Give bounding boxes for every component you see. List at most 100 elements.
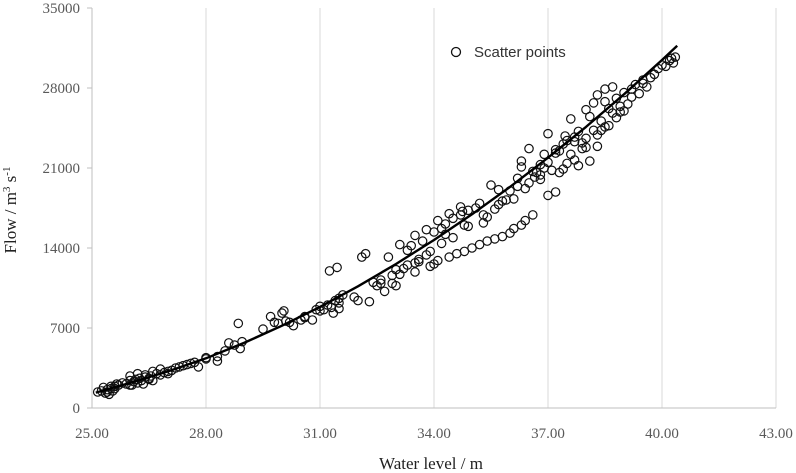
x-tick-label: 34.00 bbox=[417, 426, 451, 442]
scatter-point bbox=[332, 262, 342, 273]
scatter-point bbox=[189, 357, 200, 368]
x-tick-label: 40.00 bbox=[645, 426, 679, 442]
y-tick-label: 35000 bbox=[43, 1, 81, 17]
scatter-point bbox=[501, 195, 511, 205]
scatter-point bbox=[432, 215, 443, 226]
scatter-point bbox=[520, 215, 530, 226]
scatter-point bbox=[364, 296, 375, 307]
y-axis-title-main: Flow / m bbox=[1, 192, 20, 253]
scatter-point bbox=[569, 132, 580, 142]
scatter-point bbox=[444, 252, 454, 262]
legend-label: Scatter points bbox=[474, 44, 566, 61]
scatter-point bbox=[391, 264, 401, 275]
scatter-point bbox=[527, 210, 538, 220]
scatter-point bbox=[375, 278, 386, 289]
scatter-point bbox=[337, 290, 348, 300]
scatter-point bbox=[132, 368, 143, 379]
scatter-point bbox=[478, 210, 489, 220]
scatter-point bbox=[565, 114, 576, 124]
scatter-point bbox=[383, 252, 394, 262]
y-tick-label: 14000 bbox=[43, 241, 81, 257]
scatter-point bbox=[516, 156, 527, 166]
scatter-point bbox=[577, 138, 587, 148]
x-tick-label: 28.00 bbox=[189, 426, 223, 442]
scatter-point bbox=[520, 183, 530, 194]
scatter-point bbox=[535, 174, 546, 185]
legend: Scatter points bbox=[450, 44, 566, 61]
scatter-point bbox=[638, 78, 648, 89]
scatter-point bbox=[391, 280, 401, 291]
scatter-point bbox=[619, 106, 629, 116]
scatter-point bbox=[269, 317, 280, 328]
scatter-point bbox=[111, 379, 122, 389]
scatter-point bbox=[421, 224, 432, 235]
scatter-point bbox=[592, 90, 603, 100]
scatter-point bbox=[603, 120, 614, 131]
scatter-point bbox=[220, 346, 230, 356]
scatter-point bbox=[569, 155, 580, 165]
scatter-point bbox=[233, 318, 244, 329]
y-axis-title-mid: s bbox=[1, 176, 20, 187]
scatter-point bbox=[459, 220, 470, 230]
scatter-point bbox=[279, 306, 289, 316]
scatter-point bbox=[360, 248, 371, 259]
scatter-point bbox=[539, 149, 549, 160]
scatter-point bbox=[516, 162, 527, 172]
scatter-point bbox=[670, 52, 681, 62]
scatter-point bbox=[457, 206, 468, 217]
scatter-point bbox=[560, 131, 570, 141]
scatter-point bbox=[486, 180, 496, 190]
scatter-point bbox=[375, 275, 386, 285]
y-axis-title: Flow / m3 s-1 bbox=[1, 167, 20, 254]
scatter-point bbox=[630, 79, 641, 90]
grid-lines bbox=[205, 8, 777, 408]
scatter-point bbox=[497, 231, 508, 242]
scatter-point bbox=[334, 303, 344, 314]
scatter-point bbox=[550, 148, 561, 158]
y-axis-title-sup2: -1 bbox=[1, 167, 13, 176]
scatter-point bbox=[584, 156, 595, 166]
scatter-point bbox=[410, 258, 420, 268]
y-tick-labels: 0 7000 14000 21000 28000 35000 bbox=[43, 1, 81, 417]
x-tick-labels: 25.00 28.00 31.00 34.00 37.00 40.00 43.00 bbox=[75, 426, 793, 442]
scatter-point bbox=[668, 58, 679, 68]
scatter-point bbox=[508, 194, 519, 204]
x-tick-label: 43.00 bbox=[759, 426, 793, 442]
fit-line-series bbox=[95, 44, 679, 394]
x-tick-label: 31.00 bbox=[303, 426, 337, 442]
scatter-point bbox=[497, 196, 508, 206]
x-axis-title: Water level / m bbox=[379, 454, 483, 473]
scatter-point bbox=[448, 232, 458, 243]
scatter-point bbox=[508, 223, 519, 234]
scatter-point bbox=[425, 246, 435, 257]
scatter-point bbox=[588, 98, 599, 108]
scatter-series bbox=[92, 52, 681, 400]
scatter-point bbox=[562, 135, 572, 146]
scatter-point bbox=[592, 141, 603, 152]
x-tick-label: 37.00 bbox=[531, 426, 565, 442]
scatter-point bbox=[410, 230, 420, 241]
y-axis-title-sup1: 3 bbox=[1, 186, 13, 192]
scatter-point bbox=[524, 143, 534, 154]
scatter-point bbox=[577, 143, 587, 154]
scatter-point bbox=[626, 92, 637, 102]
scatter-point bbox=[224, 338, 234, 348]
scatter-point bbox=[543, 128, 553, 139]
scatter-point bbox=[529, 172, 540, 182]
scatter-point bbox=[444, 208, 454, 219]
scatter-point bbox=[406, 240, 416, 251]
axes bbox=[87, 7, 776, 409]
scatter-point bbox=[334, 298, 344, 308]
scatter-point bbox=[550, 144, 561, 155]
scatter-point bbox=[600, 96, 610, 107]
scatter-point bbox=[440, 219, 451, 229]
scatter-point bbox=[607, 82, 618, 92]
scatter-point bbox=[467, 243, 477, 253]
y-tick-label: 28000 bbox=[43, 81, 81, 97]
y-tick-label: 0 bbox=[73, 401, 81, 417]
scatter-point bbox=[436, 238, 447, 249]
scatter-point bbox=[459, 246, 470, 257]
y-tick-label: 21000 bbox=[43, 161, 81, 177]
scatter-point bbox=[584, 111, 595, 122]
scatter-point bbox=[432, 255, 443, 266]
